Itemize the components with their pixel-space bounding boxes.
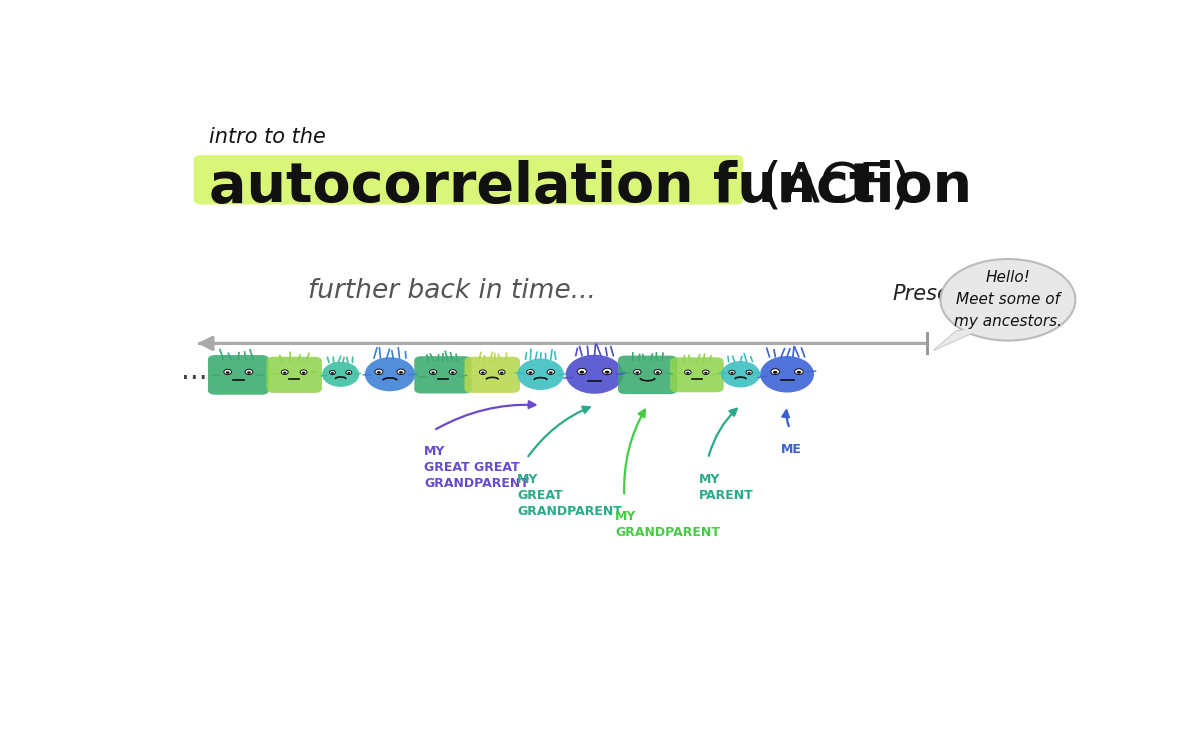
Ellipse shape (547, 369, 554, 374)
FancyBboxPatch shape (266, 357, 322, 393)
Ellipse shape (565, 355, 623, 393)
Ellipse shape (517, 358, 564, 390)
Ellipse shape (773, 371, 778, 374)
Ellipse shape (748, 372, 751, 374)
Text: MY
GRANDPARENT: MY GRANDPARENT (616, 510, 720, 539)
Ellipse shape (451, 372, 455, 374)
Ellipse shape (634, 369, 641, 374)
Ellipse shape (528, 372, 533, 374)
Text: MY
PARENT: MY PARENT (698, 472, 754, 502)
Ellipse shape (702, 370, 709, 374)
Text: Hello!
Meet some of
my ancestors.: Hello! Meet some of my ancestors. (954, 270, 1062, 329)
Ellipse shape (431, 372, 434, 374)
FancyBboxPatch shape (670, 357, 724, 392)
Ellipse shape (374, 369, 383, 374)
Ellipse shape (797, 371, 802, 374)
Ellipse shape (500, 372, 503, 374)
Text: further back in time...: further back in time... (308, 278, 596, 304)
Ellipse shape (397, 369, 406, 374)
Text: MY
GREAT GREAT
GRANDPARENT: MY GREAT GREAT GRANDPARENT (425, 445, 529, 490)
Ellipse shape (398, 371, 403, 374)
Text: Present: Present (892, 284, 971, 304)
Polygon shape (934, 328, 984, 350)
Text: ...: ... (181, 358, 208, 385)
Ellipse shape (481, 372, 485, 374)
Ellipse shape (602, 369, 612, 374)
Text: autocorrelation function: autocorrelation function (209, 160, 972, 214)
Ellipse shape (728, 370, 736, 374)
Ellipse shape (245, 369, 253, 374)
Ellipse shape (636, 372, 640, 374)
Ellipse shape (247, 371, 251, 374)
Ellipse shape (704, 372, 708, 374)
FancyBboxPatch shape (464, 357, 520, 393)
Ellipse shape (498, 370, 505, 374)
Ellipse shape (548, 372, 553, 374)
Ellipse shape (480, 370, 486, 374)
Ellipse shape (226, 371, 229, 374)
Ellipse shape (449, 369, 456, 374)
Ellipse shape (941, 259, 1075, 340)
Ellipse shape (365, 357, 415, 391)
Ellipse shape (794, 369, 803, 374)
Ellipse shape (322, 361, 359, 387)
FancyBboxPatch shape (414, 356, 472, 393)
Ellipse shape (770, 369, 780, 374)
Ellipse shape (760, 356, 814, 393)
Polygon shape (934, 328, 984, 350)
Ellipse shape (656, 372, 660, 374)
Ellipse shape (330, 370, 336, 374)
FancyBboxPatch shape (618, 356, 677, 394)
Ellipse shape (377, 371, 380, 374)
Ellipse shape (224, 369, 232, 374)
Text: ME: ME (780, 443, 802, 456)
Ellipse shape (605, 371, 610, 374)
FancyBboxPatch shape (208, 355, 269, 395)
FancyBboxPatch shape (193, 155, 743, 204)
Ellipse shape (746, 370, 752, 374)
Ellipse shape (731, 372, 733, 374)
Text: MY
GREAT
GRANDPARENT: MY GREAT GRANDPARENT (517, 472, 623, 518)
Text: intro to the: intro to the (209, 126, 325, 147)
Ellipse shape (430, 369, 437, 374)
Ellipse shape (654, 369, 661, 374)
Ellipse shape (283, 372, 287, 374)
Ellipse shape (331, 372, 334, 374)
Ellipse shape (580, 371, 584, 374)
Ellipse shape (684, 370, 691, 374)
Ellipse shape (302, 372, 305, 374)
Ellipse shape (686, 372, 690, 374)
Ellipse shape (577, 369, 587, 374)
Ellipse shape (281, 370, 288, 374)
Ellipse shape (300, 370, 307, 374)
Ellipse shape (721, 361, 760, 388)
Text: (ACF): (ACF) (743, 160, 912, 214)
Ellipse shape (346, 370, 352, 374)
Ellipse shape (347, 372, 350, 374)
Ellipse shape (527, 369, 534, 374)
